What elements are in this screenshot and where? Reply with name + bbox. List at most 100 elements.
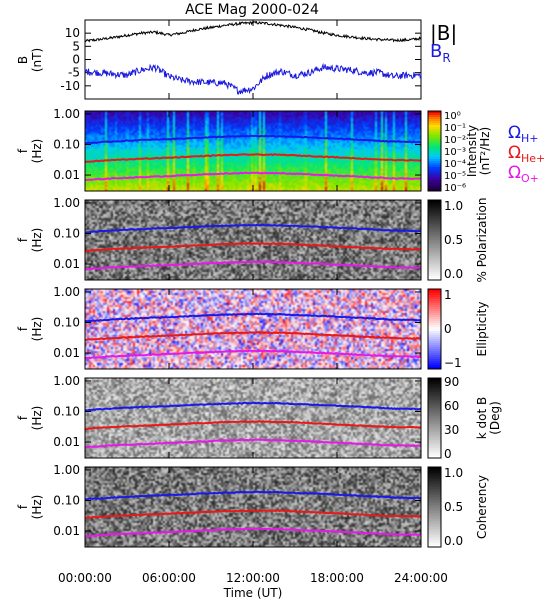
colorbar-step bbox=[428, 357, 441, 360]
colorbar-step bbox=[428, 133, 441, 136]
colorbar-step bbox=[428, 125, 441, 128]
colorbar-step bbox=[428, 491, 441, 494]
colorbar-tick-label: 10⁰ bbox=[444, 111, 461, 122]
colorbar-step bbox=[428, 291, 441, 294]
colorbar-tick-label: 10⁻³ bbox=[444, 147, 466, 158]
colorbar-step bbox=[428, 187, 441, 190]
colorbar-tick-label: 10⁻⁶ bbox=[444, 183, 466, 194]
gyro-line-H-plus bbox=[84, 134, 422, 145]
colorbar-step bbox=[428, 402, 441, 405]
colorbar-step bbox=[428, 317, 441, 320]
colorbar-step bbox=[428, 268, 441, 271]
colorbar-tick-label: 0.0 bbox=[444, 534, 463, 548]
colorbar-tick-label: 1.0 bbox=[444, 199, 463, 213]
colorbar-step bbox=[428, 469, 441, 472]
colorbar-step bbox=[428, 501, 441, 504]
colorbar-step bbox=[428, 390, 441, 393]
colorbar-step bbox=[428, 493, 441, 496]
colorbar-step bbox=[428, 244, 441, 247]
colorbar-step bbox=[428, 384, 441, 387]
colorbar-step bbox=[428, 167, 441, 170]
colorbar-step bbox=[428, 248, 441, 251]
colorbar-step bbox=[428, 398, 441, 401]
colorbar-step bbox=[428, 111, 441, 114]
colorbar-step bbox=[428, 272, 441, 275]
colorbar-step bbox=[428, 430, 441, 433]
y-tick-label: 0.10 bbox=[53, 404, 80, 418]
y-tick-label: 0.01 bbox=[53, 168, 80, 182]
heatmap-image bbox=[85, 378, 421, 458]
colorbar-step bbox=[428, 153, 441, 156]
panel-kdotb: 1.00 0.10 0.01 f (Hz) 90 60 30 0 k dot B (Deg) bbox=[16, 374, 502, 461]
colorbar-step bbox=[428, 274, 441, 277]
colorbar-tick-label: 0.5 bbox=[444, 500, 463, 514]
colorbar-step bbox=[428, 378, 441, 381]
y-tick-label: 0.01 bbox=[53, 346, 80, 360]
colorbar-frame bbox=[427, 377, 442, 459]
colorbar-step bbox=[428, 543, 441, 546]
colorbar-step bbox=[428, 541, 441, 544]
colorbar-step bbox=[428, 145, 441, 148]
colorbar-step bbox=[428, 299, 441, 302]
colorbar-step bbox=[428, 333, 441, 336]
colorbar-step bbox=[428, 380, 441, 383]
colorbar-label: Ellipticity bbox=[475, 302, 489, 357]
colorbar-step bbox=[428, 507, 441, 510]
colorbar-step bbox=[428, 143, 441, 146]
colorbar-step bbox=[428, 452, 441, 455]
colorbar-step bbox=[428, 151, 441, 154]
colorbar-step bbox=[428, 331, 441, 334]
colorbar-step bbox=[428, 386, 441, 389]
colorbar-step bbox=[428, 222, 441, 225]
colorbar-step bbox=[428, 309, 441, 312]
colorbar-step bbox=[428, 173, 441, 176]
colorbar-step bbox=[428, 440, 441, 443]
y-tick-label: -10 bbox=[60, 79, 80, 93]
colorbar-step bbox=[428, 121, 441, 124]
colorbar-step bbox=[428, 155, 441, 158]
colorbar-step bbox=[428, 485, 441, 488]
colorbar-step bbox=[428, 226, 441, 229]
colorbar-step bbox=[428, 359, 441, 362]
colorbar-tick-label: −1 bbox=[444, 356, 462, 370]
colorbar-step bbox=[428, 454, 441, 457]
colorbar-step bbox=[428, 276, 441, 279]
gyro-line-O-plus bbox=[84, 438, 422, 449]
colorbar-step bbox=[428, 262, 441, 265]
y-tick-label: 0.01 bbox=[53, 257, 80, 271]
colorbar-step bbox=[428, 355, 441, 358]
colorbar-step bbox=[428, 264, 441, 267]
colorbar-tick-label: 0 bbox=[444, 322, 452, 336]
colorbar-label: % Polarization bbox=[475, 198, 489, 283]
colorbar-step bbox=[428, 416, 441, 419]
colorbar-step bbox=[428, 339, 441, 342]
colorbar-step bbox=[428, 185, 441, 188]
colorbar-step bbox=[428, 438, 441, 441]
colorbar-step bbox=[428, 503, 441, 506]
colorbar-polarization: 1.0 0.5 0.0 % Polarization bbox=[427, 198, 489, 283]
colorbar-step bbox=[428, 418, 441, 421]
colorbar-step bbox=[428, 345, 441, 348]
y-tick-label: 5 bbox=[72, 39, 80, 53]
colorbar-step bbox=[428, 505, 441, 508]
colorbar-step bbox=[428, 181, 441, 184]
colorbar-step bbox=[428, 295, 441, 298]
gyro-line-O-plus bbox=[84, 260, 422, 271]
x-tick-label: 06:00:00 bbox=[142, 571, 196, 585]
colorbar-step bbox=[428, 537, 441, 540]
panel-ellipticity: 1.00 0.10 0.01 f (Hz) 1 0 −1 Ellipticity bbox=[16, 285, 489, 370]
colorbar-tick-label: 1 bbox=[444, 288, 452, 302]
colorbar-tick-label: 0 bbox=[444, 447, 452, 461]
y-tick-label: 1.00 bbox=[53, 107, 80, 121]
colorbar-step bbox=[428, 382, 441, 385]
colorbar-step bbox=[428, 228, 441, 231]
colorbar-step bbox=[428, 487, 441, 490]
colorbar-step bbox=[428, 202, 441, 205]
colorbar-step bbox=[428, 341, 441, 344]
colorbar-step bbox=[428, 252, 441, 255]
colorbar-step bbox=[428, 210, 441, 213]
colorbar-step bbox=[428, 278, 441, 281]
colorbar-step bbox=[428, 119, 441, 122]
gyro-line-H-plus bbox=[84, 490, 422, 501]
